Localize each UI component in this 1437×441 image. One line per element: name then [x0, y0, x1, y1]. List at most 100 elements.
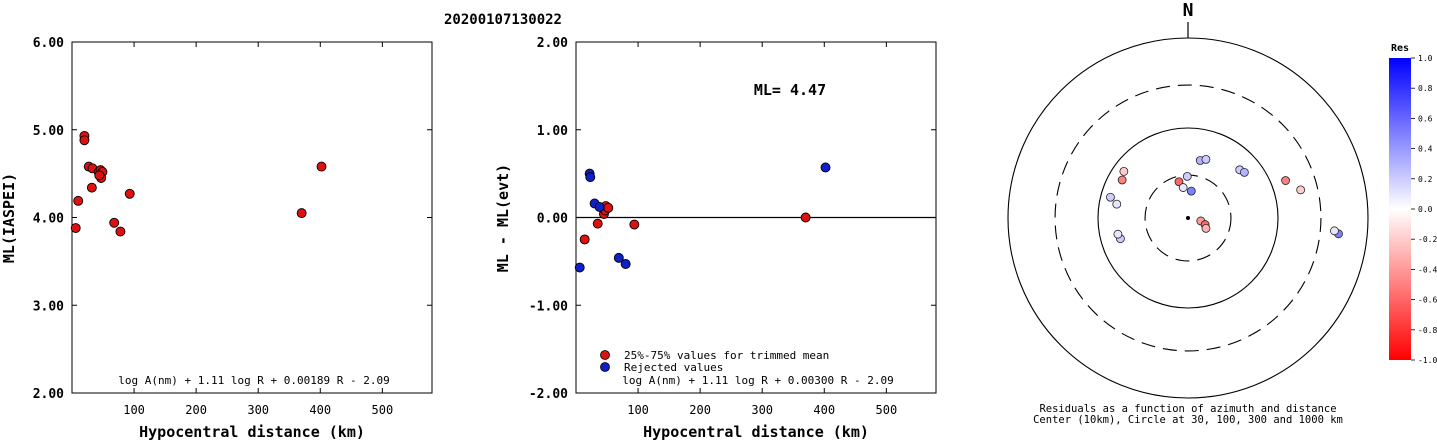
left-red-point — [296, 208, 307, 219]
left-plot-frame — [71, 41, 433, 394]
middle-formula: log A(nm) + 1.11 log R + 0.00300 R - 2.0… — [622, 374, 894, 387]
station-marker — [1281, 176, 1290, 185]
station-marker — [1201, 223, 1211, 233]
legend-red-label: 25%-75% values for trimmed mean — [624, 349, 829, 362]
left-x-tick-label: 400 — [309, 403, 331, 417]
ring-1000km — [1007, 37, 1369, 399]
left-ticks: 100 200 300 400 500 2.00 3.00 4.00 5.00 6.00 — [33, 36, 432, 417]
ring-100km — [1097, 127, 1279, 309]
middle-blue-point — [613, 252, 624, 263]
colorbar-tick-label: 0.2 — [1418, 175, 1433, 184]
middle-data-points — [574, 162, 831, 273]
left-red-point — [73, 195, 84, 206]
colorbar-gradient — [1389, 58, 1411, 360]
station-marker — [1296, 185, 1306, 195]
middle-x-tick-label: 200 — [689, 403, 711, 417]
left-x-tick-label: 200 — [185, 403, 207, 417]
middle-blue-point — [585, 172, 596, 183]
legend-blue-label: Rejected values — [624, 361, 723, 374]
middle-x-axis-label: Hypocentral distance (km) — [643, 423, 869, 441]
left-y-tick-label: 5.00 — [33, 124, 64, 139]
station-marker — [1113, 229, 1123, 239]
middle-red-point — [592, 218, 603, 229]
ring-300km — [1054, 84, 1322, 352]
middle-x-tick-label: 100 — [627, 403, 649, 417]
left-red-point — [316, 161, 327, 172]
left-red-point — [86, 182, 97, 193]
station-marker — [1330, 226, 1339, 236]
station-marker — [1106, 192, 1115, 202]
middle-red-point — [629, 219, 640, 230]
legend-blue-marker — [600, 362, 610, 372]
middle-y-tick-label: -1.00 — [529, 299, 568, 314]
left-data-points — [70, 130, 327, 237]
middle-x-tick-label: 400 — [813, 403, 835, 417]
polar-caption-line1: Residuals as a function of azimuth and d… — [1039, 403, 1336, 415]
left-red-point — [124, 188, 135, 199]
middle-red-point — [579, 234, 590, 245]
azimuth-distance-plot: N Residuals as a function of azimuth and… — [1007, 0, 1369, 426]
colorbar-tick-label: 0.8 — [1418, 84, 1433, 93]
middle-y-tick-label: -2.00 — [529, 387, 568, 402]
colorbar-ticks: 1.0 0.8 0.6 0.4 0.2 0.0 -0.2 -0.4 -0.6 -0.8 -1.0 — [1411, 54, 1437, 365]
left-scatter-plot: 100 200 300 400 500 2.00 3.00 4.00 5.00 6.00 Hypo… — [0, 36, 433, 441]
left-x-tick-label: 500 — [372, 403, 394, 417]
station-marker — [1186, 186, 1196, 196]
station-marker — [1201, 154, 1211, 164]
residual-scatter-plot: 100 200 300 400 500 -2.00 -1.00 0.00 1.00 2.00 ML… — [494, 36, 937, 441]
legend: 25%-75% values for trimmed mean Rejected… — [600, 349, 829, 374]
left-formula: log A(nm) + 1.11 log R + 0.00189 R - 2.0… — [118, 374, 390, 387]
station-marker — [1117, 175, 1127, 185]
station-residual-points — [1106, 154, 1343, 244]
legend-red-marker — [600, 350, 610, 360]
left-red-point — [109, 217, 120, 228]
colorbar-tick-label: -0.2 — [1418, 235, 1437, 244]
station-marker — [1119, 167, 1129, 176]
middle-x-tick-label: 300 — [751, 403, 773, 417]
north-label: N — [1183, 0, 1194, 21]
residual-colorbar: Res 1.0 0.8 0.6 0.4 0.2 0.0 -0.2 -0.4 -0.6 -0.8 -1… — [1389, 43, 1437, 365]
colorbar-tick-label: 1.0 — [1418, 54, 1433, 63]
colorbar-tick-label: 0.4 — [1418, 145, 1433, 154]
left-red-point — [115, 226, 126, 237]
station-marker — [1182, 171, 1192, 181]
station-marker — [1239, 167, 1249, 177]
left-y-tick-label: 6.00 — [33, 36, 64, 51]
middle-x-tick-label: 500 — [876, 403, 898, 417]
left-red-point — [94, 170, 105, 181]
page-title: 20200107130022 — [444, 12, 562, 28]
epicenter-dot — [1186, 216, 1190, 220]
middle-blue-point — [620, 259, 631, 269]
colorbar-tick-label: -0.4 — [1418, 265, 1437, 274]
middle-y-tick-label: 1.00 — [537, 124, 568, 139]
left-x-tick-label: 300 — [247, 403, 269, 417]
left-y-tick-label: 3.00 — [33, 299, 64, 314]
station-marker — [1112, 199, 1122, 209]
colorbar-tick-label: 0.6 — [1418, 114, 1433, 123]
left-x-axis-label: Hypocentral distance (km) — [139, 423, 365, 441]
middle-blue-point — [594, 202, 605, 212]
left-y-axis-label: ML(IASPEI) — [0, 173, 18, 263]
middle-blue-point — [820, 162, 831, 173]
left-x-tick-label: 100 — [123, 403, 145, 417]
ml-annotation: ML= 4.47 — [754, 81, 826, 99]
colorbar-tick-label: 0.0 — [1418, 205, 1433, 214]
middle-y-tick-label: 2.00 — [537, 36, 568, 51]
left-y-tick-label: 4.00 — [33, 212, 64, 227]
polar-caption-line2: Center (10km), Circle at 30, 100, 300 an… — [1033, 414, 1343, 426]
left-red-point — [79, 135, 90, 146]
station-marker — [1178, 183, 1188, 192]
middle-y-axis-label: ML - ML(evt) — [494, 164, 512, 272]
middle-y-tick-label: 0.00 — [537, 212, 568, 227]
colorbar-tick-label: -1.0 — [1418, 356, 1437, 365]
colorbar-tick-label: -0.8 — [1418, 326, 1437, 335]
left-y-tick-label: 2.00 — [33, 387, 64, 402]
middle-red-point — [800, 212, 811, 223]
left-red-point — [70, 223, 81, 233]
middle-ticks: 100 200 300 400 500 -2.00 -1.00 0.00 1.00 2.00 — [529, 36, 936, 417]
middle-blue-point — [574, 262, 585, 273]
middle-red-point — [603, 202, 614, 213]
colorbar-title: Res — [1391, 43, 1409, 54]
colorbar-tick-label: -0.6 — [1418, 296, 1437, 305]
